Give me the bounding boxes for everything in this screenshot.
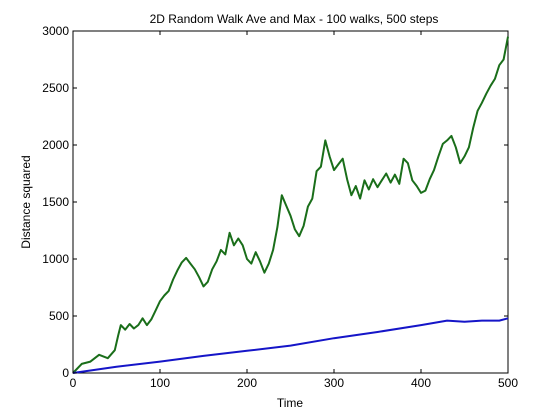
x-tick-label: 300: [324, 376, 344, 390]
y-tick-label: 2500: [42, 81, 69, 95]
series-layer: [72, 36, 509, 374]
y-tick-label: 0: [62, 366, 69, 380]
series-line-max: [72, 36, 509, 374]
y-tick-label: 3000: [42, 24, 69, 38]
y-tick-label: 1000: [42, 252, 69, 266]
y-tick-label: 1500: [42, 195, 69, 209]
ticks-layer: 0 100 200 300 400 500 0 500 1000 1500 2000 2500 3000: [42, 24, 518, 390]
x-tick-label: 400: [411, 376, 431, 390]
x-tick-label: 100: [150, 376, 170, 390]
y-tick-label: 2000: [42, 138, 69, 152]
chart-title: 2D Random Walk Ave and Max - 100 walks, …: [150, 12, 439, 26]
y-axis-label: Distance squared: [19, 155, 33, 248]
series-line-ave: [72, 317, 509, 374]
x-axis-label: Time: [277, 396, 304, 410]
x-tick-label: 200: [237, 376, 257, 390]
x-tick-label: 500: [498, 376, 518, 390]
y-tick-label: 500: [49, 309, 69, 323]
x-tick-label: 0: [70, 376, 77, 390]
